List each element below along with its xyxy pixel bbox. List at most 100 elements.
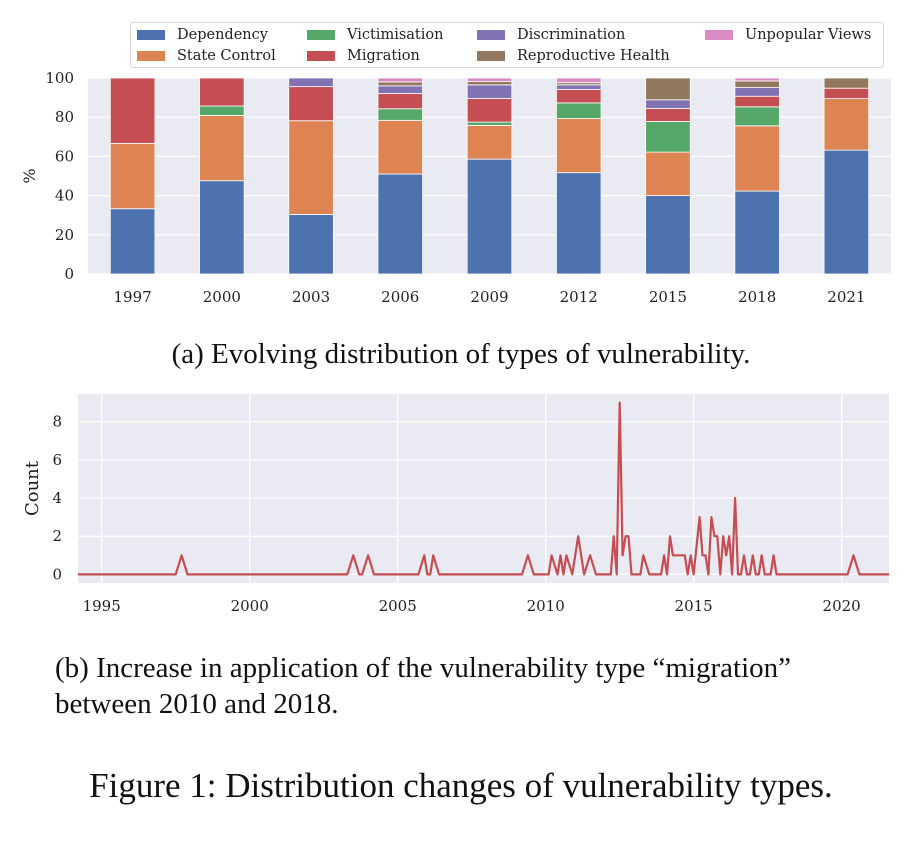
bar-segment-state-control	[823, 98, 870, 151]
bar-segment-reproductive-health	[466, 81, 513, 86]
bar-segment-state-control	[645, 151, 691, 196]
x-tick-label: 2018	[738, 288, 776, 306]
chart-a-stacked-bar: 0 20 40 60 80 100 1997 2000 2003 2006 2009 2012 2015…	[20, 69, 891, 306]
y-tick-label: 2	[52, 527, 62, 545]
bar-segment-migration	[288, 86, 334, 122]
y-tick-label: 60	[55, 147, 74, 165]
bar-segment-discrimination	[377, 85, 423, 94]
legend-swatch	[705, 30, 733, 40]
bar-segment-reproductive-health	[377, 81, 423, 87]
x-tick-label: 2015	[649, 288, 687, 306]
y-tick-label: 6	[52, 451, 62, 469]
bar-segment-migration	[823, 87, 870, 99]
legend-swatch	[477, 30, 505, 40]
bar-segment-unpopular-views	[377, 77, 423, 83]
chart-a-legend: Dependency State Control Victimisation Migr…	[130, 22, 884, 68]
legend-label: Discrimination	[517, 27, 626, 43]
x-tick-label: 1995	[83, 597, 121, 615]
bar-segment-state-control	[288, 120, 334, 215]
bar-segment-victimisation	[556, 102, 602, 119]
x-tick-label: 2003	[292, 288, 330, 306]
x-tick-label: 1997	[114, 288, 152, 306]
bar-segment-migration	[377, 93, 423, 110]
plot-b-background	[78, 394, 889, 583]
bar-segment-discrimination	[645, 99, 691, 109]
y-axis-label: Count	[22, 460, 43, 516]
legend-item: Victimisation	[307, 25, 443, 45]
legend-item: Migration	[307, 46, 420, 66]
bar-segment-migration	[109, 77, 156, 144]
legend-item: State Control	[137, 46, 276, 66]
bar-segment-unpopular-views	[556, 77, 602, 84]
bar-segment-dependency	[823, 149, 870, 275]
y-tick-label: 4	[52, 489, 62, 507]
bar-segment-state-control	[109, 143, 156, 210]
series-line-migration	[78, 401, 889, 576]
bar-segment-migration	[199, 77, 245, 107]
y-axis-label: %	[20, 168, 39, 183]
x-tick-label: 2005	[379, 597, 417, 615]
caption-b: (b) Increase in application of the vulne…	[55, 650, 905, 722]
legend-swatch	[137, 30, 165, 40]
x-tick-label: 2006	[381, 288, 419, 306]
x-tick-label: 2012	[560, 288, 598, 306]
chart-b-line: 0 2 4 6 8 1995 2000 2005 2010 2015 2020 Count	[22, 394, 889, 615]
bar-segment-state-control	[466, 125, 513, 160]
y-tick-label: 100	[45, 69, 74, 87]
x-tick-label: 2010	[527, 597, 565, 615]
legend-item: Reproductive Health	[477, 46, 670, 66]
y-tick-label: 0	[52, 565, 62, 583]
legend-label: Dependency	[177, 27, 268, 43]
bar-segment-state-control	[377, 119, 423, 175]
x-tick-label: 2009	[470, 288, 508, 306]
bar-segment-victimisation	[466, 121, 513, 126]
bar-segment-state-control	[734, 125, 780, 192]
x-tick-label: 2020	[823, 597, 861, 615]
x-tick-label: 2021	[827, 288, 865, 306]
legend-label: Reproductive Health	[517, 48, 670, 64]
legend-item: Unpopular Views	[705, 25, 871, 45]
bar-segment-dependency	[109, 208, 156, 275]
bar-segment-discrimination	[734, 87, 780, 97]
bar-segment-dependency	[645, 195, 691, 275]
bar-segment-unpopular-views	[734, 77, 780, 82]
bar-segment-victimisation	[377, 108, 423, 121]
figure-caption: Figure 1: Distribution changes of vulner…	[89, 766, 833, 805]
bar-segment-victimisation	[199, 105, 245, 116]
y-tick-label: 0	[64, 265, 74, 283]
bar-segment-migration	[466, 97, 513, 123]
x-tick-label: 2000	[203, 288, 241, 306]
bar-segment-dependency	[466, 158, 513, 275]
bar-segment-reproductive-health	[645, 77, 691, 101]
y-tick-label: 80	[55, 108, 74, 126]
bar-segment-reproductive-health	[823, 77, 870, 89]
bar-segment-discrimination	[466, 84, 513, 99]
bar-segment-dependency	[288, 214, 334, 275]
bar-segment-migration	[645, 107, 691, 122]
caption-a: (a) Evolving distribution of types of vu…	[171, 338, 751, 370]
bar-segment-migration	[556, 88, 602, 104]
bar-segment-migration	[734, 95, 780, 108]
bar-segment-state-control	[556, 118, 602, 174]
legend-swatch	[307, 30, 335, 40]
y-tick-label: 40	[55, 187, 74, 205]
y-tick-label: 20	[55, 226, 74, 244]
legend-label: Unpopular Views	[745, 27, 872, 43]
bar-segment-discrimination	[288, 77, 334, 88]
caption-b-line2: between 2010 and 2018.	[55, 688, 339, 720]
legend-swatch	[137, 51, 165, 61]
bar-segment-dependency	[556, 172, 602, 275]
bar-segment-discrimination	[556, 84, 602, 90]
bar-segment-state-control	[199, 115, 245, 182]
bar-segment-victimisation	[734, 106, 780, 127]
legend-label: Victimisation	[347, 27, 444, 43]
x-tick-label: 2015	[675, 597, 713, 615]
caption-b-line1: (b) Increase in application of the vulne…	[55, 652, 792, 684]
legend-item: Dependency	[137, 25, 268, 45]
bar-segment-victimisation	[645, 121, 691, 153]
legend-label: Migration	[347, 48, 420, 64]
legend-label: State Control	[177, 48, 276, 64]
legend-swatch	[477, 51, 505, 61]
bar-segment-dependency	[377, 173, 423, 275]
bar-segment-dependency	[734, 190, 780, 275]
